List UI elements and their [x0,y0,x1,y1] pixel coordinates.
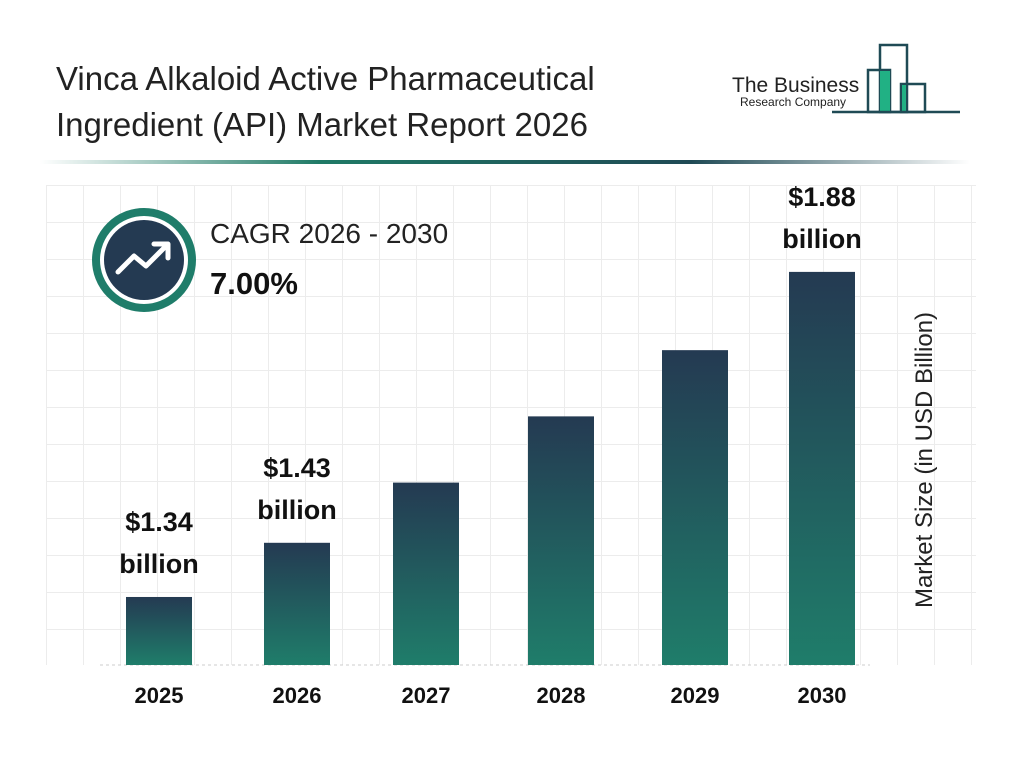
x-tick-label: 2029 [671,683,720,708]
x-tick-label: 2026 [273,683,322,708]
bar-2028 [528,416,594,665]
y-axis-label: Market Size (in USD Billion) [911,311,938,609]
bar-2029 [662,350,728,665]
cagr-label: CAGR 2026 - 2030 [210,218,449,249]
data-label-unit: billion [782,224,861,254]
data-label-value: $1.34 [125,507,193,537]
svg-text:Research Company: Research Company [740,95,846,109]
trending-up-icon [92,208,196,312]
svg-text:The Business: The Business [732,74,859,97]
data-label-unit: billion [119,549,198,579]
data-label-unit: billion [257,495,336,525]
data-label-value: $1.88 [788,182,856,212]
data-label-value: $1.43 [263,453,331,483]
x-tick-label: 2030 [798,683,847,708]
bar-2026 [264,542,330,665]
bar-2025 [126,596,192,665]
x-tick-label: 2028 [537,683,586,708]
page-title: Vinca Alkaloid Active Pharmaceutical Ing… [56,60,595,143]
company-logo: The Business Research Company [732,43,960,114]
x-tick-label: 2025 [135,683,184,708]
divider [40,160,970,164]
bar-2030 [789,271,855,665]
cagr-value: 7.00% [210,266,298,301]
bar-2027 [393,482,459,665]
x-tick-label: 2027 [402,683,451,708]
